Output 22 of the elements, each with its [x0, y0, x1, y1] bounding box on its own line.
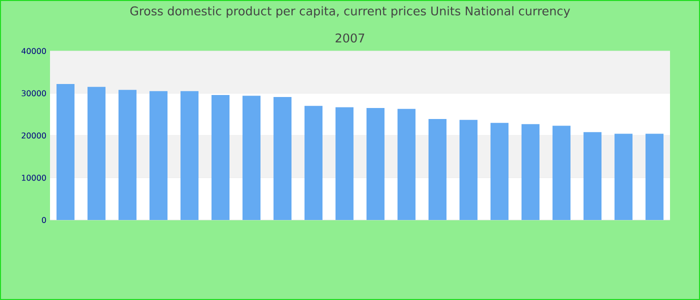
bar	[460, 120, 478, 220]
bar	[428, 119, 446, 220]
bar	[398, 108, 416, 220]
bar	[180, 91, 198, 220]
bar	[522, 124, 540, 220]
bar	[646, 134, 664, 220]
bar	[274, 97, 292, 220]
bar	[118, 90, 136, 220]
bar	[212, 94, 230, 220]
bar	[584, 132, 602, 220]
bar	[552, 126, 570, 220]
bar	[614, 134, 632, 220]
bar	[304, 106, 322, 220]
bar	[150, 91, 168, 220]
bar	[88, 86, 106, 220]
bar	[366, 108, 384, 220]
chart-subtitle: 2007	[336, 33, 364, 43]
bar	[336, 107, 354, 220]
chart-title: Gross domestic product per capita, current prices Units National currency	[130, 6, 570, 18]
bar	[56, 84, 74, 220]
bar	[242, 96, 260, 220]
bar	[490, 122, 508, 220]
